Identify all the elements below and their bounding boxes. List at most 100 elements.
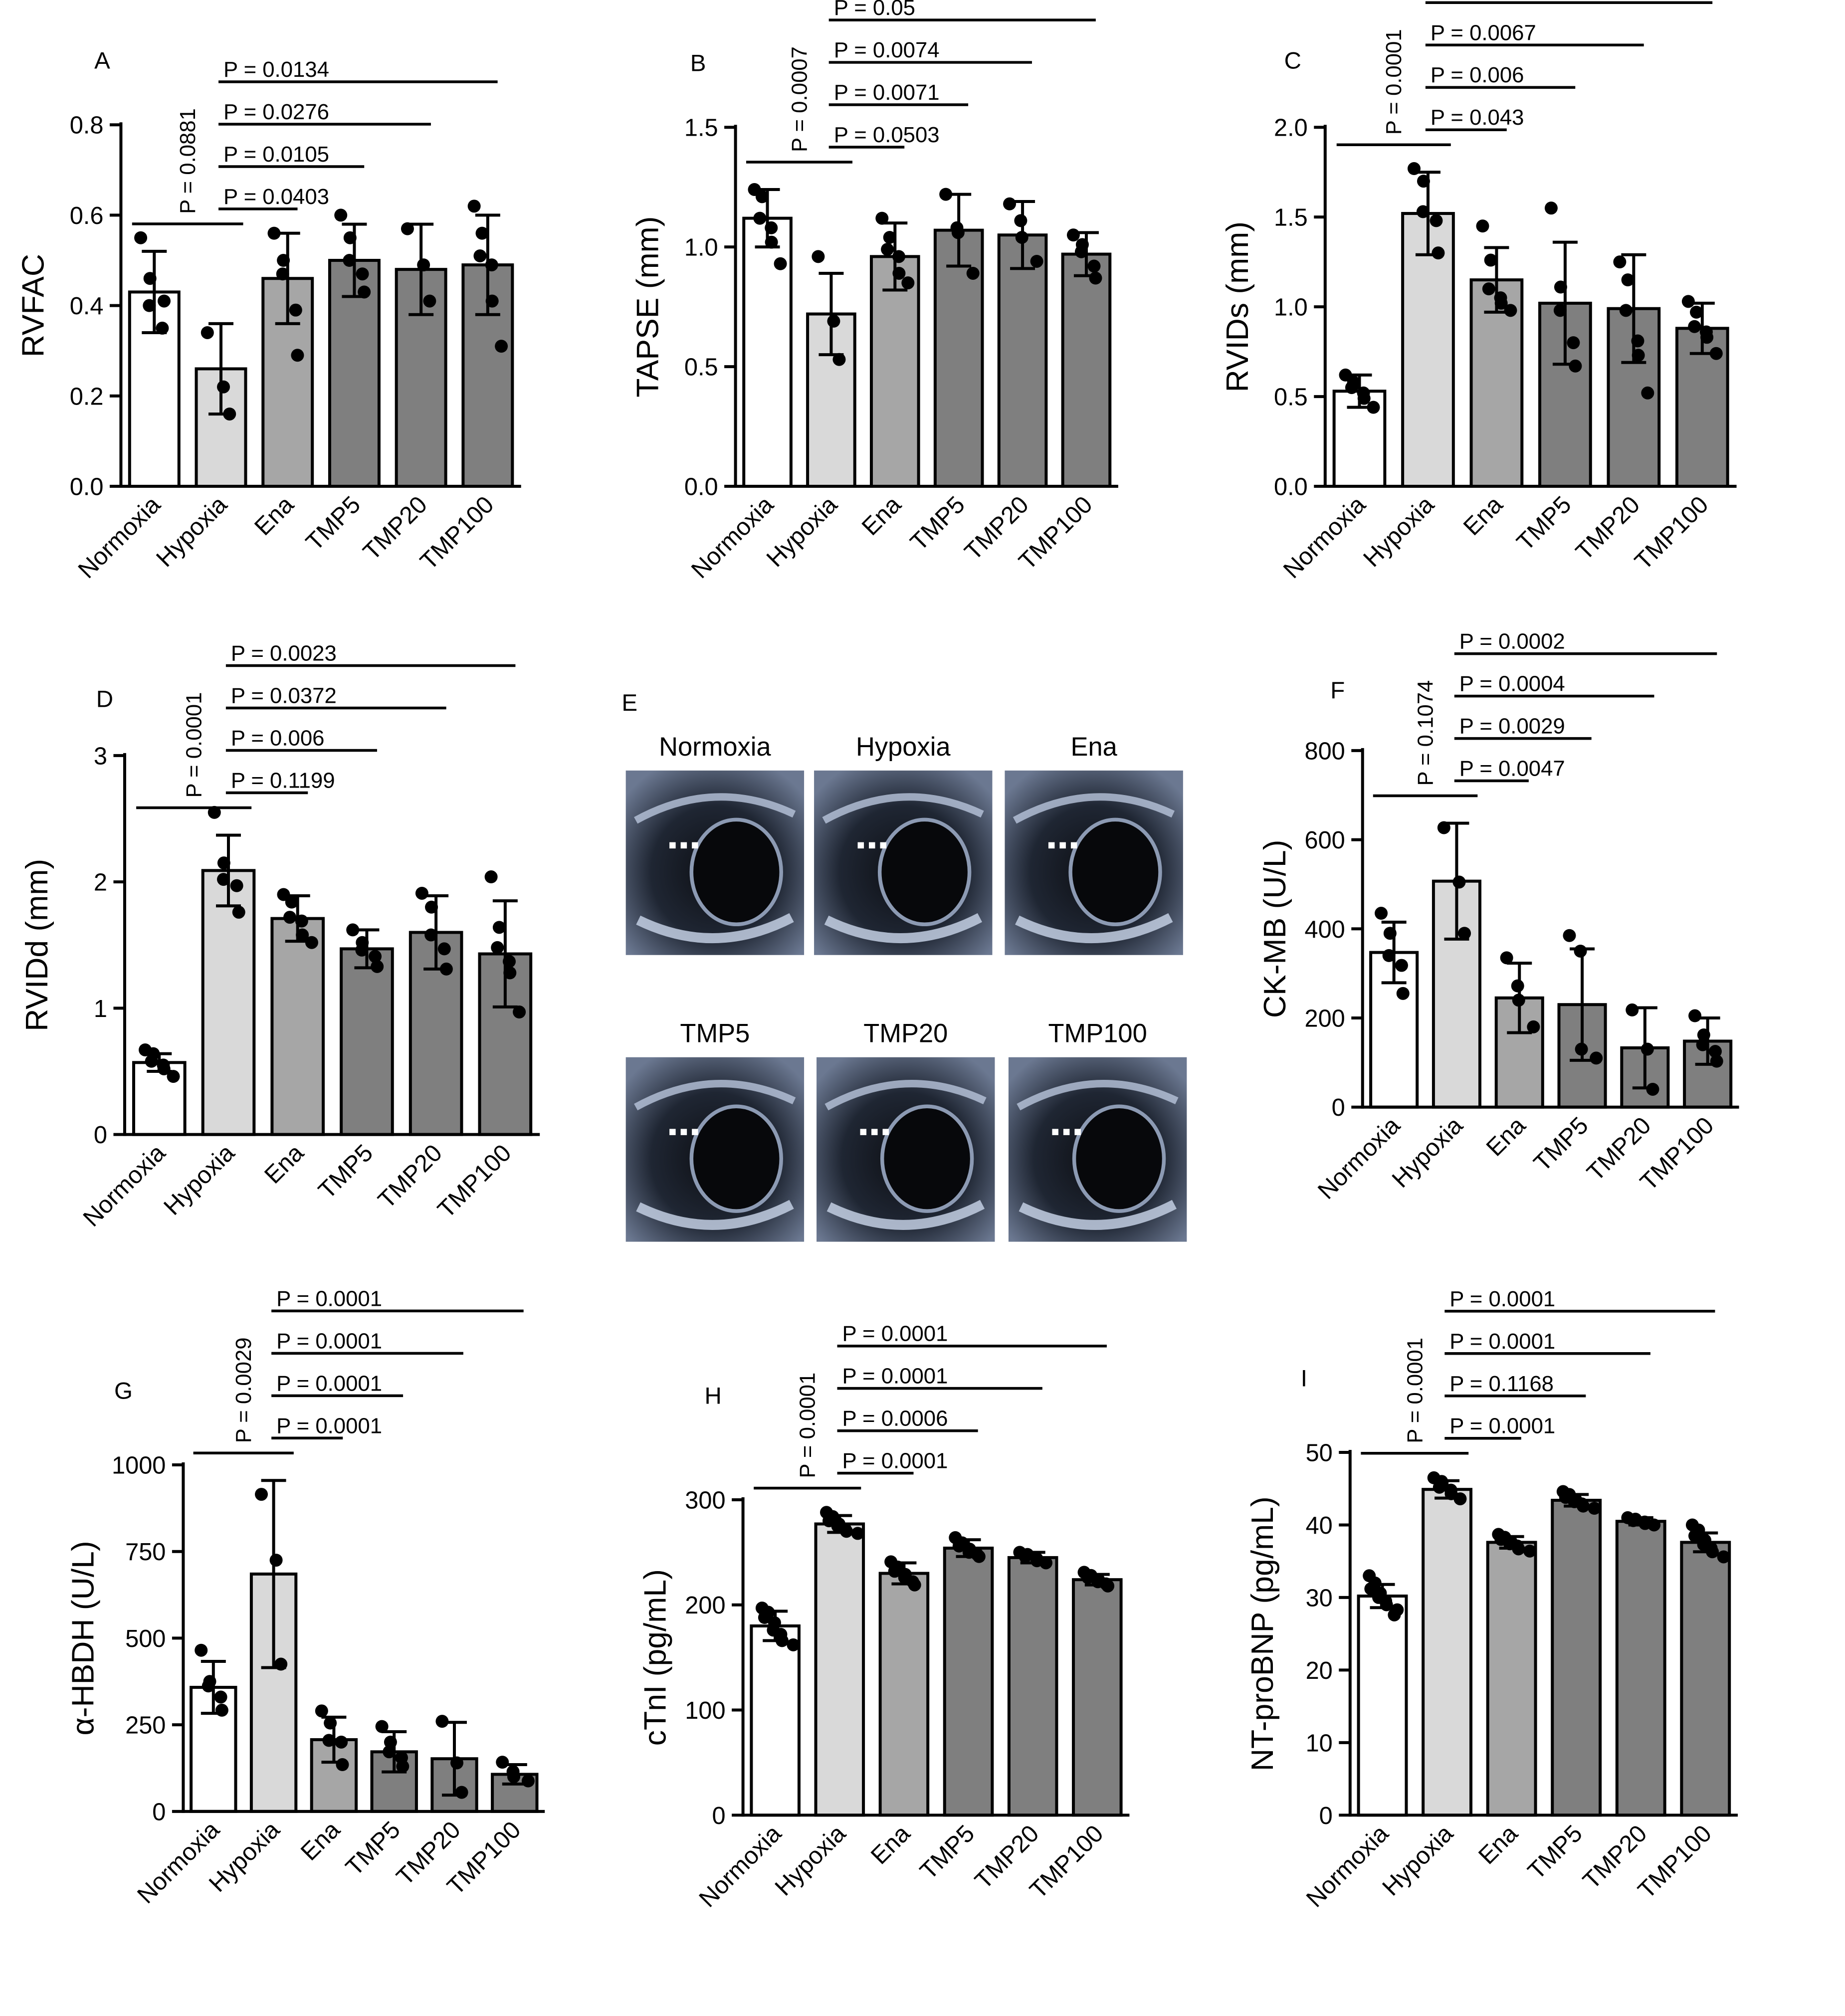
- p-value-label: P = 0.043: [1431, 105, 1524, 130]
- data-point: [812, 250, 825, 263]
- data-point: [1408, 162, 1421, 176]
- y-tick-label: 0.5: [684, 354, 718, 381]
- y-tick-label: 0.4: [70, 293, 104, 320]
- data-point: [1395, 959, 1408, 972]
- data-point: [230, 879, 243, 892]
- data-point: [336, 1758, 349, 1772]
- data-point: [343, 254, 356, 267]
- data-point: [1087, 259, 1101, 273]
- data-point: [283, 911, 297, 924]
- x-category-label: TMP5: [313, 1139, 378, 1204]
- data-point: [435, 1715, 449, 1728]
- panel-f: F 0 200 400 600 800 CK-MB (U/L) NormoxiaHypoxia…: [1257, 629, 1739, 1205]
- p-value-label: P = 0.0001: [1449, 1287, 1555, 1311]
- data-point: [343, 231, 357, 244]
- data-point: [1504, 304, 1517, 317]
- data-point: [355, 943, 369, 957]
- data-point: [277, 888, 290, 901]
- echo-image-label: Ena: [1070, 732, 1117, 762]
- data-point: [883, 230, 896, 244]
- y-tick-label: 750: [125, 1539, 166, 1566]
- y-tick-label: 800: [1304, 738, 1345, 765]
- y-tick-label: 0.0: [684, 474, 718, 501]
- myocardium-wall: [824, 1080, 987, 1111]
- data-point: [167, 1070, 180, 1083]
- data-point: [207, 806, 221, 819]
- x-category-label: Hypoxia: [1387, 1112, 1468, 1193]
- y-axis-label: RVIDs (mm): [1220, 221, 1255, 392]
- data-point: [324, 1716, 337, 1730]
- ventricle-cavity: [880, 1104, 974, 1213]
- data-point: [840, 1525, 853, 1538]
- p-value-label: P = 0.0003: [1431, 0, 1536, 2]
- x-category-label: Normoxia: [73, 491, 166, 584]
- p-value-label: P = 0.0023: [231, 641, 337, 666]
- x-category-label: TMP100: [432, 1139, 516, 1223]
- data-point: [502, 955, 516, 968]
- data-point: [255, 1488, 268, 1501]
- y-axis-label: cTnI (pg/mL): [638, 1569, 673, 1746]
- x-category-label: Normoxia: [694, 1819, 787, 1912]
- data-point: [277, 254, 290, 267]
- p-value-label: P = 0.0276: [223, 100, 329, 124]
- x-category-label: Hypoxia: [151, 491, 232, 572]
- echo-image-tmp5: TMP5: [625, 1019, 805, 1242]
- data-point: [143, 272, 157, 285]
- ventricle-cavity: [1068, 817, 1162, 927]
- y-tick-label: 3: [94, 743, 107, 770]
- data-point: [966, 266, 980, 280]
- echo-image-label: TMP20: [863, 1019, 948, 1048]
- y-tick-label: 0: [1319, 1803, 1333, 1829]
- myocardium-wall: [824, 913, 983, 944]
- ventricle-cavity: [689, 817, 783, 927]
- data-point: [232, 905, 245, 919]
- x-category-label: TMP5: [1512, 491, 1577, 556]
- data-point: [450, 1756, 463, 1770]
- y-tick-label: 500: [125, 1625, 166, 1652]
- data-point: [424, 928, 438, 942]
- bar-hypoxia: [1422, 1488, 1473, 1817]
- y-tick-label: 250: [125, 1712, 166, 1739]
- p-value-label: P = 0.0029: [1459, 714, 1565, 739]
- data-point: [296, 928, 309, 942]
- data-point: [908, 1578, 921, 1592]
- data-point: [383, 1745, 396, 1759]
- y-tick-label: 2: [94, 869, 107, 896]
- bar-normoxia: [750, 1624, 801, 1817]
- myocardium-wall: [636, 1200, 794, 1230]
- y-tick-label: 200: [685, 1592, 725, 1619]
- data-point: [401, 222, 414, 235]
- bar-tmp5: [1551, 1499, 1602, 1817]
- x-category-label: Hypoxia: [159, 1139, 240, 1220]
- echo-image-normoxia: Normoxia: [625, 732, 805, 955]
- x-category-label: TMP5: [301, 491, 366, 556]
- data-point: [1553, 304, 1567, 317]
- data-point: [384, 1735, 397, 1749]
- echo-image-label: Hypoxia: [856, 732, 951, 762]
- data-point: [217, 873, 230, 886]
- y-tick-label: 1.0: [1274, 294, 1308, 321]
- data-point: [415, 886, 428, 900]
- panel-c: C 0.0 0.5 1.0 1.5 2.0 RVIDs (mm) NormoxiaHypoxi…: [1220, 0, 1737, 584]
- data-point: [437, 942, 451, 956]
- panel-tag: D: [96, 686, 113, 712]
- data-point: [1101, 1579, 1115, 1593]
- y-axis-label: RVIDd (mm): [19, 859, 54, 1031]
- data-point: [1416, 205, 1430, 218]
- echo-image-ena: Ena: [1005, 732, 1183, 955]
- p-value-label: P = 0.0071: [834, 80, 940, 105]
- x-category-label: Ena: [1481, 1112, 1531, 1162]
- y-tick-label: 0: [94, 1122, 107, 1149]
- data-point: [892, 266, 906, 280]
- data-point: [1039, 1556, 1052, 1570]
- y-tick-label: 1.5: [1274, 204, 1308, 231]
- data-point: [939, 188, 953, 201]
- data-point: [356, 267, 369, 281]
- data-point: [1527, 1020, 1540, 1033]
- data-point: [1375, 907, 1388, 920]
- p-value-label: P = 0.006: [231, 726, 325, 750]
- bar-tmp20: [1007, 1556, 1058, 1817]
- data-point: [1433, 1480, 1446, 1494]
- data-point: [1030, 254, 1043, 268]
